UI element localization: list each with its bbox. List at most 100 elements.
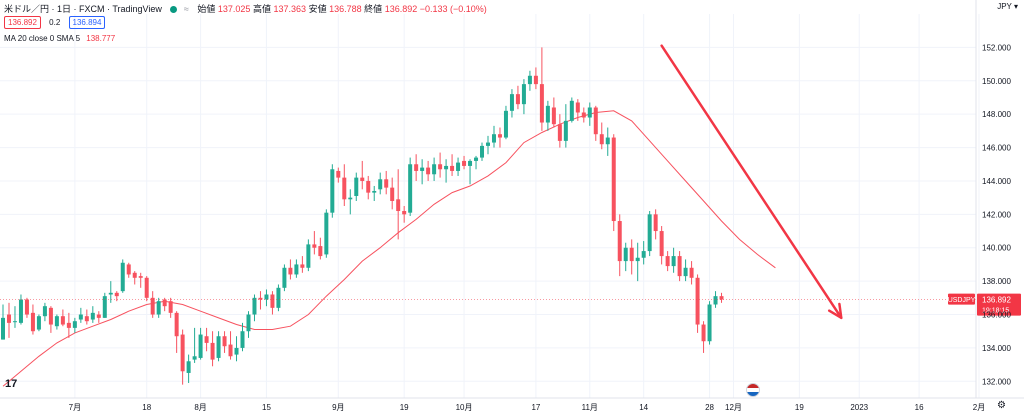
candle-body — [96, 314, 101, 318]
candle-body — [318, 246, 323, 257]
currency-label[interactable]: JPY ▾ — [997, 2, 1018, 11]
candle — [515, 85, 520, 110]
candle — [132, 271, 137, 285]
candle — [240, 322, 245, 352]
candle — [6, 302, 11, 338]
candle — [521, 79, 526, 115]
candle-body — [605, 137, 610, 145]
candle — [288, 259, 293, 280]
x-axis[interactable]: 7月 18 8月 15 9月 19 10月 17 11月 14 28 12月 19 2023 16 2月 — [0, 397, 1024, 412]
candle — [24, 297, 29, 318]
candle — [264, 289, 269, 307]
us-flag-icon[interactable] — [746, 383, 760, 397]
candle — [102, 292, 107, 318]
candle — [581, 107, 586, 123]
candle-body — [509, 94, 514, 111]
candle-body — [611, 137, 616, 222]
candle — [144, 276, 149, 302]
gear-icon[interactable]: ⚙ — [997, 400, 1006, 411]
candle — [198, 327, 203, 360]
candle-body — [108, 292, 113, 295]
candle-body — [533, 75, 538, 85]
symbol-tag — [948, 293, 975, 305]
x-tick-label: 16 — [915, 403, 924, 412]
candle — [593, 105, 598, 141]
candle-body — [144, 277, 149, 298]
candle-body — [599, 134, 604, 145]
candle-body — [288, 267, 293, 275]
candle — [629, 239, 634, 275]
candle-body — [186, 361, 191, 373]
candle-body — [162, 299, 167, 307]
candle — [599, 122, 604, 150]
candle-body — [581, 112, 586, 118]
candle — [569, 97, 574, 123]
candle — [468, 159, 473, 185]
last-price-label: 136.892 — [982, 296, 1011, 305]
indicator-legend[interactable]: MA 20 close 0 SMA 5 138.777 — [4, 34, 115, 43]
candle-body — [683, 267, 688, 277]
candle — [126, 262, 131, 278]
trend-arrow[interactable] — [660, 44, 843, 320]
candle-body — [222, 336, 227, 347]
candle — [168, 297, 173, 318]
candle — [384, 170, 389, 195]
candle-body — [444, 165, 449, 170]
x-tick-label: 19 — [795, 403, 804, 412]
candle — [354, 172, 359, 201]
candle-body — [587, 107, 592, 118]
grid — [0, 14, 980, 398]
candle — [713, 291, 718, 308]
candle-body — [252, 297, 257, 315]
candle — [533, 67, 538, 90]
candle — [12, 306, 17, 328]
candle-body — [503, 110, 508, 138]
candle — [432, 157, 437, 181]
candle — [210, 331, 215, 367]
candle-body — [330, 169, 335, 213]
candle-body — [228, 344, 233, 357]
candle-body — [545, 105, 550, 123]
wave-icon[interactable]: ≈ — [183, 4, 189, 14]
candle — [683, 259, 688, 282]
candle-body — [396, 199, 401, 212]
x-tick-label: 2023 — [850, 403, 868, 412]
candle-body — [78, 314, 83, 320]
indicator-label[interactable]: MA 20 close 0 SMA 5 — [4, 34, 81, 43]
candle-body — [438, 164, 443, 170]
x-tick-label: 7月 — [69, 403, 81, 412]
last-price-line: USDJPY 136.892 19:18:15 — [0, 293, 1021, 316]
candle — [414, 154, 419, 181]
x-tick-label: 28 — [705, 403, 714, 412]
y-axis[interactable]: 132.000 134.000 136.000 138.000 140.000 142.0… — [975, 0, 1011, 398]
candle — [342, 164, 347, 206]
candle — [480, 142, 485, 161]
symbol-title[interactable]: 米ドル／円 · 1日 · FXCM · TradingView — [4, 4, 162, 14]
candle — [276, 284, 281, 312]
buy-button[interactable]: 136.894 — [68, 16, 106, 29]
candle-body — [665, 256, 670, 267]
candle-body — [641, 251, 646, 258]
candle — [258, 291, 263, 310]
candles[interactable] — [1, 47, 724, 385]
y-tick-label: 136.000 — [982, 311, 1011, 320]
y-tick-label: 134.000 — [982, 344, 1011, 353]
tradingview-logo-icon[interactable]: 17 — [5, 378, 18, 390]
candle-body — [336, 170, 341, 178]
candle — [497, 127, 502, 148]
candle-body — [132, 272, 137, 278]
y-tick-label: 140.000 — [982, 244, 1011, 253]
candle — [72, 317, 77, 333]
candle-body — [372, 190, 377, 193]
candle — [228, 331, 233, 360]
candle-body — [713, 296, 718, 305]
candle — [408, 157, 413, 217]
candle — [462, 155, 467, 170]
sell-button[interactable]: 136.892 — [4, 16, 41, 29]
candle-body — [497, 134, 502, 138]
candle-body — [294, 264, 299, 275]
candle — [444, 159, 449, 183]
candle — [575, 99, 580, 121]
